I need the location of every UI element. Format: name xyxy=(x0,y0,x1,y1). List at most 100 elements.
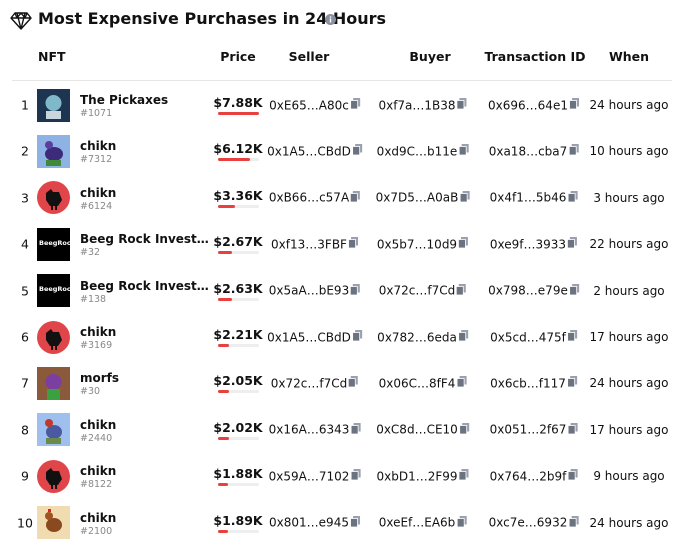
price-bar-track xyxy=(218,344,259,347)
copy-icon[interactable] xyxy=(567,190,578,203)
copy-button[interactable] xyxy=(456,515,467,530)
copy-icon[interactable] xyxy=(567,422,578,435)
tx-address: 0xa18…cba7 xyxy=(489,144,580,159)
copy-icon[interactable] xyxy=(350,515,361,527)
price: $2.05K xyxy=(213,373,263,389)
copy-button[interactable] xyxy=(458,422,470,437)
buyer-text: 0xf7a…1B38 xyxy=(378,98,456,112)
copy-icon[interactable] xyxy=(351,330,363,342)
copy-icon[interactable] xyxy=(348,237,359,249)
copy-icon[interactable] xyxy=(567,469,578,481)
column-header: Seller xyxy=(288,49,330,64)
info-icon[interactable] xyxy=(325,14,336,25)
copy-icon[interactable] xyxy=(458,469,470,481)
copy-icon[interactable] xyxy=(456,283,467,295)
copy-icon[interactable] xyxy=(351,144,363,156)
copy-button[interactable] xyxy=(350,422,361,437)
copy-icon[interactable] xyxy=(456,98,468,110)
price: $7.88K xyxy=(213,95,263,110)
seller-text: 0x72c…f7Cd xyxy=(270,376,348,391)
copy-icon[interactable] xyxy=(456,515,467,527)
rank: 8 xyxy=(21,422,29,438)
copy-button[interactable] xyxy=(348,237,359,252)
copy-icon[interactable] xyxy=(567,237,578,249)
copy-icon[interactable] xyxy=(458,144,469,156)
copy-button[interactable] xyxy=(350,469,361,484)
copy-icon[interactable] xyxy=(457,330,469,342)
copy-icon[interactable] xyxy=(350,469,361,481)
copy-button[interactable] xyxy=(351,330,363,345)
copy-button[interactable] xyxy=(349,98,361,113)
copy-button[interactable] xyxy=(458,237,469,252)
buyer-address: 0xC8d…CE10 xyxy=(376,422,470,437)
copy-button[interactable] xyxy=(568,283,580,298)
buyer-text: 0x7D5…A0aB xyxy=(375,190,459,205)
copy-button[interactable] xyxy=(568,515,579,530)
price: $2.63K xyxy=(213,280,263,296)
copy-button[interactable] xyxy=(567,190,578,205)
copy-button[interactable] xyxy=(456,98,468,113)
when: 24 hours ago xyxy=(589,515,669,530)
buyer-address: 0xbD1…2F99 xyxy=(376,469,469,484)
copy-button[interactable] xyxy=(568,144,579,159)
copy-button[interactable] xyxy=(566,330,578,345)
copy-icon[interactable] xyxy=(569,98,580,110)
price: $2.67K xyxy=(213,234,263,250)
column-header: Transaction ID xyxy=(484,49,586,64)
copy-icon[interactable] xyxy=(458,422,470,435)
copy-icon[interactable] xyxy=(568,283,580,295)
nft-name: chikn xyxy=(80,417,117,432)
copy-icon[interactable] xyxy=(350,190,361,203)
copy-button[interactable] xyxy=(458,144,469,159)
when: 3 hours ago xyxy=(593,190,665,205)
copy-button[interactable] xyxy=(459,190,470,205)
when: 17 hours ago xyxy=(589,330,669,344)
copy-button[interactable] xyxy=(348,376,359,391)
copy-button[interactable] xyxy=(567,469,578,484)
copy-button[interactable] xyxy=(350,283,361,298)
copy-icon[interactable] xyxy=(568,515,579,527)
copy-button[interactable] xyxy=(458,469,470,484)
price-bar-track xyxy=(218,204,259,208)
tx-text: 0x4f1…5b46 xyxy=(489,190,567,205)
copy-icon[interactable] xyxy=(566,330,578,342)
tx-text: 0x696…64e1 xyxy=(488,98,568,112)
copy-icon[interactable] xyxy=(568,144,579,156)
copy-icon[interactable] xyxy=(348,376,359,388)
tx-address: 0x6cb…f117 xyxy=(490,376,578,391)
copy-icon[interactable] xyxy=(350,283,361,295)
tx-text: 0x6cb…f117 xyxy=(490,376,566,391)
copy-button[interactable] xyxy=(350,190,361,205)
copy-button[interactable] xyxy=(569,98,580,113)
copy-icon[interactable] xyxy=(459,190,470,203)
copy-button[interactable] xyxy=(351,144,363,159)
seller-address: 0x5aA…bE93 xyxy=(269,283,361,298)
copy-button[interactable] xyxy=(457,330,469,345)
buyer-address: 0xd9C…b11e xyxy=(377,144,470,159)
copy-button[interactable] xyxy=(456,376,467,391)
seller-text: 0x16A…6343 xyxy=(268,422,350,437)
copy-button[interactable] xyxy=(456,283,467,298)
copy-button[interactable] xyxy=(566,376,578,391)
rank: 9 xyxy=(21,468,29,484)
tx-address: 0xc7e…6932 xyxy=(489,515,580,530)
buyer-text: 0xd9C…b11e xyxy=(376,144,458,159)
seller-text: 0x801…e945 xyxy=(269,515,349,530)
when: 17 hours ago xyxy=(589,422,669,437)
copy-button[interactable] xyxy=(350,515,361,530)
column-header: NFT xyxy=(38,49,66,64)
buyer-address: 0x5b7…10d9 xyxy=(377,237,469,252)
nft-name: chikn xyxy=(80,325,117,339)
copy-icon[interactable] xyxy=(350,422,361,435)
tx-address: 0x696…64e1 xyxy=(488,98,580,113)
copy-icon[interactable] xyxy=(458,237,469,249)
copy-icon[interactable] xyxy=(349,98,361,110)
copy-icon[interactable] xyxy=(456,376,467,388)
price-bar xyxy=(218,112,259,115)
copy-button[interactable] xyxy=(567,422,578,437)
copy-icon[interactable] xyxy=(566,376,578,388)
copy-button[interactable] xyxy=(567,237,578,252)
nft-avatar: BeegRock xyxy=(37,227,75,261)
nft-name: morfs xyxy=(80,371,120,386)
buyer-text: 0x782…6eda xyxy=(377,330,457,344)
